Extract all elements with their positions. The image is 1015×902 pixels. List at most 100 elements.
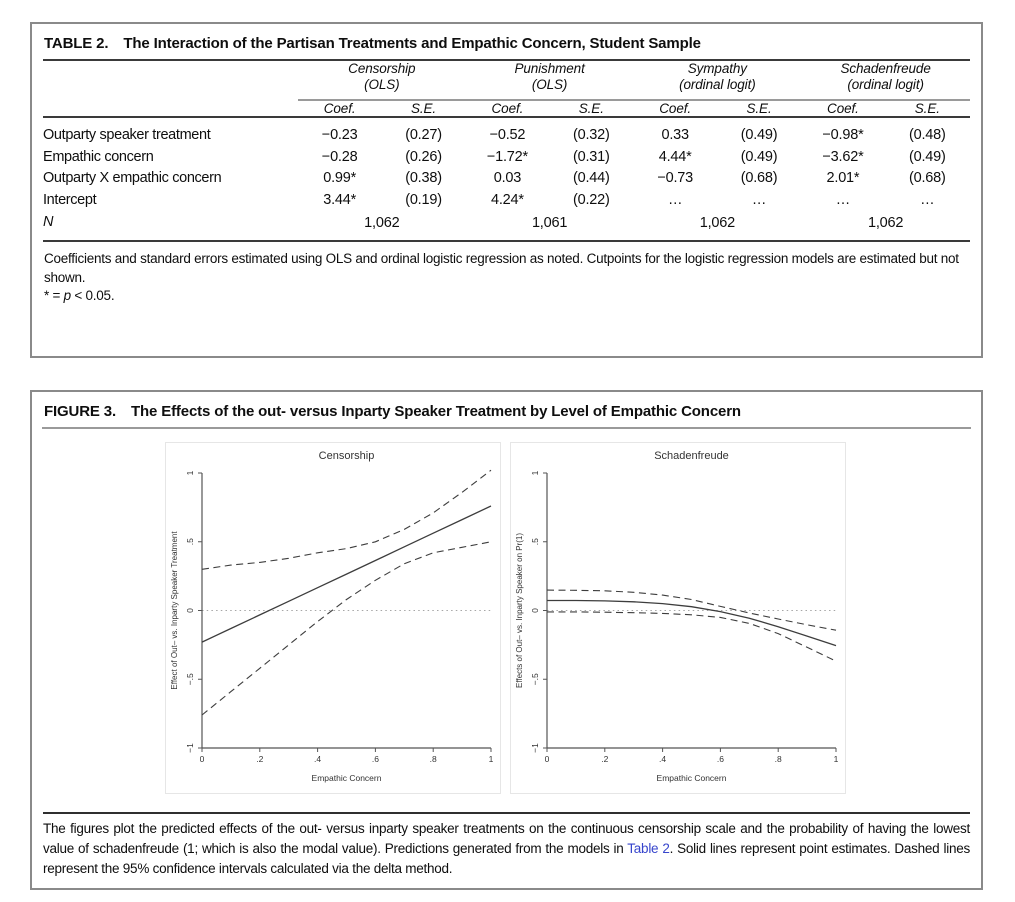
coef-cell: −3.62* <box>822 148 864 165</box>
column-group-header: Sympathy (ordinal logit) <box>633 61 802 101</box>
n-row: N 1,062 1,061 1,062 1,062 <box>43 211 970 242</box>
y-tick-label: 1 <box>530 470 540 475</box>
y-tick-label: 0 <box>530 608 540 613</box>
row-label: Intercept <box>43 192 97 209</box>
confidence-interval-line <box>201 469 492 570</box>
y-tick-label: 1 <box>185 470 195 475</box>
coef-cell: −0.23 <box>321 126 358 143</box>
x-tick-label: 1 <box>834 754 839 764</box>
subheader-cell: S.E. <box>381 100 466 118</box>
subheader-cell: S.E. <box>716 100 802 118</box>
coef-cell: 2.01* <box>826 170 860 187</box>
y-tick-label: 0 <box>185 608 195 613</box>
row-label: N <box>43 211 298 242</box>
n-value-cell: 1,062 <box>633 211 802 242</box>
caption-text-before: The figures plot the predicted effects o… <box>43 821 970 856</box>
row-label: Outparty speaker treatment <box>43 126 211 143</box>
se-cell: (0.49) <box>740 126 778 143</box>
x-tick-label: .8 <box>775 754 782 764</box>
figure-title-text: The Effects of the out- versus Inparty S… <box>131 403 741 420</box>
table-2-link[interactable]: Table 2 <box>627 840 670 856</box>
stats-table: Censorship (OLS) Punishment (OLS) Sympathy (o… <box>43 61 970 242</box>
se-cell: (0.22) <box>572 192 610 209</box>
point-estimate-line <box>547 599 837 647</box>
figure-title-divider <box>42 427 971 429</box>
x-tick-label: .8 <box>430 754 437 764</box>
coef-cell: 0.33 <box>661 126 689 143</box>
table-row: Intercept 3.44* (0.19) 4.24* (0.22)………… <box>43 190 970 212</box>
figure-caption: The figures plot the predicted effects o… <box>43 819 970 879</box>
chart-title: Schadenfreude <box>654 450 729 462</box>
subheader-cell: Coef. <box>633 100 717 118</box>
x-tick-label: .2 <box>601 754 608 764</box>
coef-cell: … <box>668 192 683 209</box>
chart-title: Censorship <box>319 450 375 462</box>
se-cell: … <box>751 192 767 209</box>
figure-3-panel: FIGURE 3. The Effects of the out- versus … <box>30 390 983 890</box>
y-tick-label: −1 <box>530 743 540 753</box>
x-tick-label: .2 <box>256 754 263 764</box>
y-tick-label: .5 <box>185 538 195 545</box>
coef-cell: −1.72* <box>486 148 528 165</box>
confidence-interval-line <box>546 589 837 631</box>
subheader-cell: Coef. <box>801 100 885 118</box>
coef-cell: 3.44* <box>323 192 357 209</box>
x-tick-label: .6 <box>372 754 379 764</box>
y-axis-label: Effect of Out– vs. Inparty Speaker Treat… <box>170 531 179 690</box>
subheader-cell: S.E. <box>884 100 970 118</box>
caption-text-after: . Solid lines represent point estimates.… <box>43 840 970 876</box>
empty-corner-cell <box>43 61 298 101</box>
row-label: Empathic concern <box>43 148 154 165</box>
column-group-header: Censorship (OLS) <box>297 61 466 101</box>
row-label: Outparty X empathic concern <box>43 170 222 187</box>
coef-cell: −0.73 <box>657 170 694 187</box>
significance-note: * = p < 0.05. <box>44 287 115 303</box>
confidence-interval-line <box>547 611 837 662</box>
n-value-cell: 1,061 <box>465 211 634 242</box>
table-title-divider <box>43 59 970 61</box>
y-tick-label: −.5 <box>185 673 195 685</box>
se-cell: (0.44) <box>572 170 610 187</box>
coef-cell: 0.99* <box>323 170 357 187</box>
x-tick-label: 0 <box>545 754 550 764</box>
x-axis-label: Empathic Concern <box>312 773 382 783</box>
coef-cell: −0.98* <box>822 126 864 143</box>
table-title: TABLE 2. The Interaction of the Partisan … <box>43 24 970 59</box>
schadenfreude-chart: Schadenfreude 0 .2 .4 .6 .8 1 −1 −.5 0 .5 1 Empathic… <box>510 442 846 794</box>
se-cell: (0.48) <box>908 126 946 143</box>
table-note: Coefficients and standard errors estimat… <box>44 250 959 285</box>
n-value-cell: 1,062 <box>801 211 970 242</box>
x-axis-label: Empathic Concern <box>657 773 727 783</box>
se-cell: (0.27) <box>405 126 442 143</box>
coef-cell: −0.28 <box>321 148 358 165</box>
x-tick-label: .4 <box>314 754 321 764</box>
table-row: Outparty X empathic concern 0.99* (0.38) 0.… <box>43 168 970 190</box>
figure-label: FIGURE 3. <box>44 403 116 420</box>
se-cell: (0.68) <box>908 170 946 187</box>
table-row: Outparty speaker treatment −0.23 (0.27) −0.… <box>43 117 970 147</box>
se-cell: (0.26) <box>405 148 442 165</box>
coef-cell: 0.03 <box>493 170 522 187</box>
table-row: Empathic concern −0.28 (0.26) −1.72* (0.31) 4… <box>43 147 970 169</box>
se-cell: (0.19) <box>405 192 442 209</box>
x-tick-label: 1 <box>489 754 494 764</box>
table-2-panel: TABLE 2. The Interaction of the Partisan … <box>30 22 983 358</box>
x-tick-label: .4 <box>659 754 666 764</box>
coef-cell: … <box>835 192 851 209</box>
coef-cell: 4.24* <box>490 192 524 209</box>
x-tick-label: .6 <box>717 754 724 764</box>
table-label: TABLE 2. <box>44 35 109 52</box>
subheader-row: Coef. S.E. Coef. S.E. Coef. S.E. Coef. S.E. <box>43 100 970 118</box>
confidence-interval-line <box>201 541 492 716</box>
point-estimate-line <box>201 505 492 643</box>
y-tick-label: .5 <box>530 538 540 545</box>
se-cell: (0.49) <box>908 148 946 165</box>
figure-title: FIGURE 3. The Effects of the out- versus … <box>32 392 981 427</box>
subheader-cell: Coef. <box>465 100 550 118</box>
coef-cell: −0.52 <box>489 126 526 143</box>
charts-container: Censorship 0 .2 .4 .6 .8 1 −1 −.5 0 .5 1 Empathic Co… <box>165 442 846 794</box>
x-tick-label: 0 <box>200 754 205 764</box>
se-cell: (0.32) <box>572 126 610 143</box>
group-header-row: Censorship (OLS) Punishment (OLS) Sympathy (o… <box>43 61 970 101</box>
